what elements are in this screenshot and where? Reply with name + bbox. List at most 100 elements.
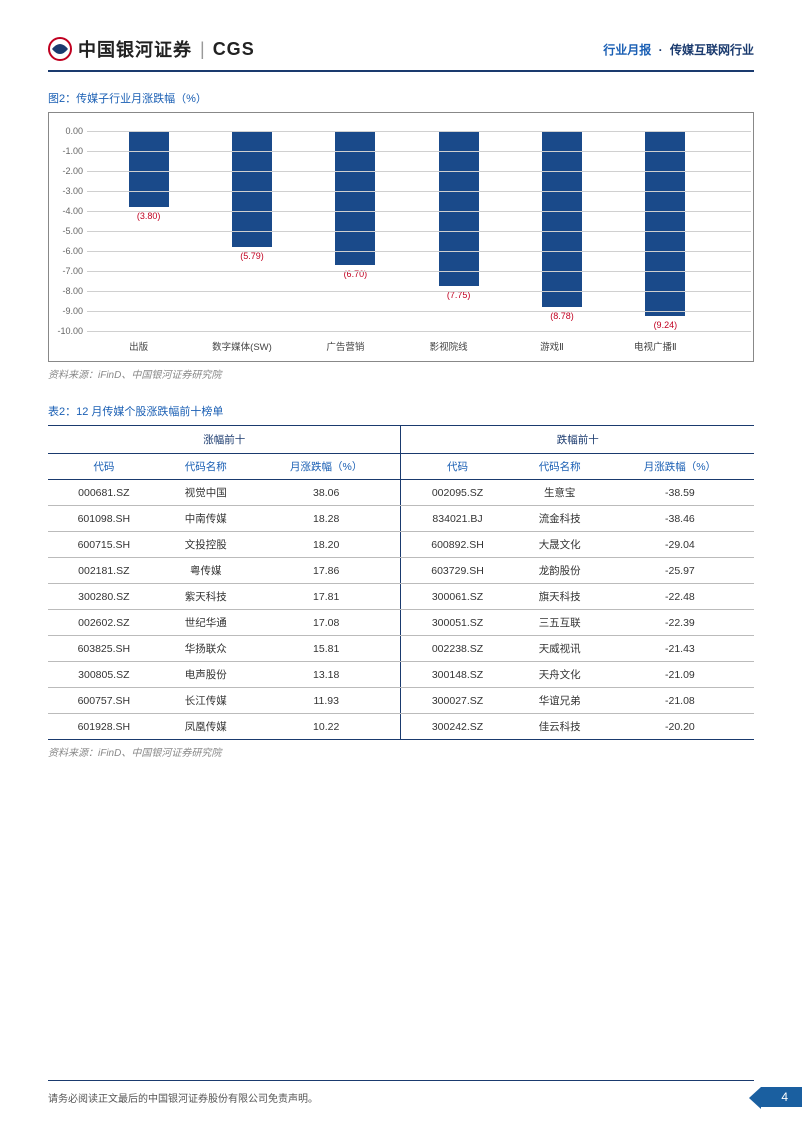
- column-header: 月涨跌幅（%）: [252, 454, 401, 480]
- table-cell: 600892.SH: [401, 532, 514, 558]
- bar-value-label: (9.24): [635, 320, 695, 330]
- table-cell: 300061.SZ: [401, 584, 514, 610]
- logo-area: 中国银河证券 | CGS: [48, 36, 255, 62]
- table-cell: 002238.SZ: [401, 636, 514, 662]
- table-row: 601928.SH凤凰传媒10.22300242.SZ佳云科技-20.20: [48, 714, 754, 740]
- header-category: 行业月报: [603, 43, 651, 57]
- group-header-gain: 涨幅前十: [48, 426, 401, 454]
- table-cell: 10.22: [252, 714, 401, 740]
- table-cell: 300148.SZ: [401, 662, 514, 688]
- table-cell: 中南传媒: [160, 506, 252, 532]
- table-cell: 17.86: [252, 558, 401, 584]
- table-cell: 粤传媒: [160, 558, 252, 584]
- table-cell: 流金科技: [514, 506, 606, 532]
- y-tick: 0.00: [65, 126, 83, 136]
- table-row: 600715.SH文投控股18.20600892.SH大晟文化-29.04: [48, 532, 754, 558]
- table-caption: 表2：12 月传媒个股涨跌幅前十榜单: [48, 403, 754, 419]
- table-cell: -21.09: [606, 662, 754, 688]
- table-cell: 18.20: [252, 532, 401, 558]
- table-cell: 300027.SZ: [401, 688, 514, 714]
- table-row: 300805.SZ电声股份13.18300148.SZ天舟文化-21.09: [48, 662, 754, 688]
- x-axis-label: 电视广播Ⅱ: [604, 339, 707, 353]
- table-row: 300280.SZ紫天科技17.81300061.SZ旗天科技-22.48: [48, 584, 754, 610]
- table-cell: 834021.BJ: [401, 506, 514, 532]
- y-tick: -1.00: [62, 146, 83, 156]
- table-cell: 002181.SZ: [48, 558, 160, 584]
- table-cell: 11.93: [252, 688, 401, 714]
- table-cell: -21.08: [606, 688, 754, 714]
- y-tick: -2.00: [62, 166, 83, 176]
- column-header: 代码名称: [160, 454, 252, 480]
- logo-cgs: CGS: [213, 39, 255, 60]
- table-row: 002181.SZ粤传媒17.86603729.SH龙韵股份-25.97: [48, 558, 754, 584]
- chart-source: 资料来源：iFinD、中国银河证券研究院: [48, 366, 754, 381]
- cgs-logo-icon: [48, 37, 72, 61]
- table-cell: 龙韵股份: [514, 558, 606, 584]
- table-cell: 000681.SZ: [48, 480, 160, 506]
- group-header-loss: 跌幅前十: [401, 426, 754, 454]
- column-header: 月涨跌幅（%）: [606, 454, 754, 480]
- table-cell: -38.59: [606, 480, 754, 506]
- x-axis-label: 影视院线: [397, 339, 500, 353]
- table-cell: 三五互联: [514, 610, 606, 636]
- logo-text: 中国银河证券: [78, 36, 192, 62]
- chart-bar: [542, 131, 582, 307]
- column-header: 代码: [401, 454, 514, 480]
- column-header: 代码: [48, 454, 160, 480]
- table-cell: 紫天科技: [160, 584, 252, 610]
- table-cell: -38.46: [606, 506, 754, 532]
- table-cell: 世纪华通: [160, 610, 252, 636]
- x-axis-label: 数字媒体(SW): [190, 339, 293, 353]
- table-row: 600757.SH长江传媒11.93300027.SZ华谊兄弟-21.08: [48, 688, 754, 714]
- y-tick: -9.00: [62, 306, 83, 316]
- chart-caption: 图2：传媒子行业月涨跌幅（%）: [48, 90, 754, 106]
- table-cell: 天舟文化: [514, 662, 606, 688]
- y-tick: -3.00: [62, 186, 83, 196]
- table-cell: 38.06: [252, 480, 401, 506]
- chart-bar: [129, 131, 169, 207]
- table-row: 002602.SZ世纪华通17.08300051.SZ三五互联-22.39: [48, 610, 754, 636]
- table-cell: -21.43: [606, 636, 754, 662]
- table-cell: -22.39: [606, 610, 754, 636]
- table-cell: 300242.SZ: [401, 714, 514, 740]
- table-cell: 生意宝: [514, 480, 606, 506]
- table-cell: 17.81: [252, 584, 401, 610]
- table-cell: 15.81: [252, 636, 401, 662]
- table-cell: 华谊兄弟: [514, 688, 606, 714]
- y-tick: -10.00: [57, 326, 83, 336]
- table-cell: 13.18: [252, 662, 401, 688]
- bar-value-label: (8.78): [532, 311, 592, 321]
- table-cell: 002095.SZ: [401, 480, 514, 506]
- column-header: 代码名称: [514, 454, 606, 480]
- table-cell: 002602.SZ: [48, 610, 160, 636]
- table-cell: 601928.SH: [48, 714, 160, 740]
- bar-chart: 0.00-1.00-2.00-3.00-4.00-5.00-6.00-7.00-…: [48, 112, 754, 362]
- table-cell: 600715.SH: [48, 532, 160, 558]
- page-number: 4: [761, 1087, 802, 1107]
- table-row: 603825.SH华扬联众15.81002238.SZ天威视讯-21.43: [48, 636, 754, 662]
- y-tick: -6.00: [62, 246, 83, 256]
- chart-bar: [439, 131, 479, 286]
- table-cell: 600757.SH: [48, 688, 160, 714]
- table-cell: 17.08: [252, 610, 401, 636]
- bar-value-label: (3.80): [119, 211, 179, 221]
- y-tick: -4.00: [62, 206, 83, 216]
- table-cell: -25.97: [606, 558, 754, 584]
- table-cell: 300051.SZ: [401, 610, 514, 636]
- table-cell: 603825.SH: [48, 636, 160, 662]
- x-axis-label: 游戏Ⅱ: [500, 339, 603, 353]
- table-cell: -22.48: [606, 584, 754, 610]
- table-row: 000681.SZ视觉中国38.06002095.SZ生意宝-38.59: [48, 480, 754, 506]
- chart-bar: [232, 131, 272, 247]
- table-source: 资料来源：iFinD、中国银河证券研究院: [48, 744, 754, 759]
- ranking-table: 涨幅前十 跌幅前十 代码代码名称月涨跌幅（%）代码代码名称月涨跌幅（%） 000…: [48, 425, 754, 740]
- page-header: 中国银河证券 | CGS 行业月报 · 传媒互联网行业: [48, 36, 754, 72]
- table-cell: 601098.SH: [48, 506, 160, 532]
- x-axis-label: 广告营销: [294, 339, 397, 353]
- header-industry: 传媒互联网行业: [670, 43, 754, 57]
- table-cell: 大晟文化: [514, 532, 606, 558]
- y-tick: -7.00: [62, 266, 83, 276]
- table-cell: 视觉中国: [160, 480, 252, 506]
- table-cell: 天威视讯: [514, 636, 606, 662]
- table-cell: 电声股份: [160, 662, 252, 688]
